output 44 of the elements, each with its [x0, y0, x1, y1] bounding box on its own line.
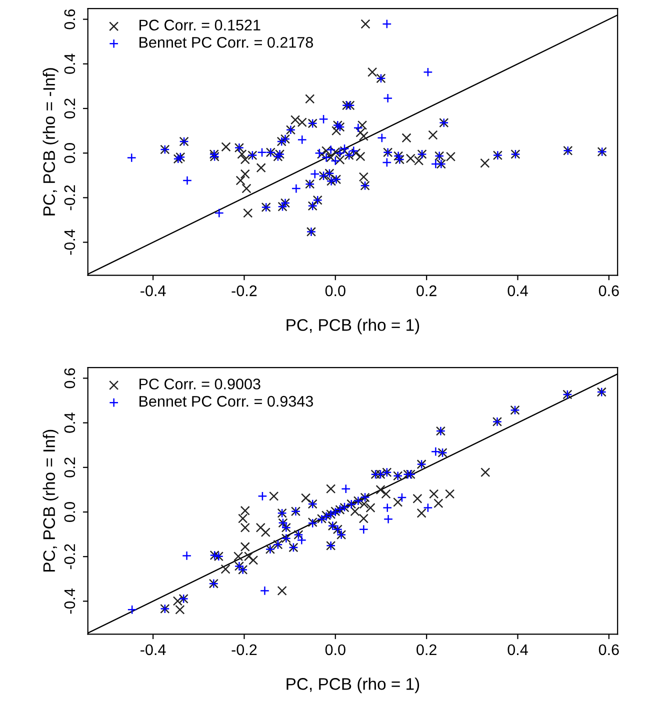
- y-tick-label: 0.2: [64, 458, 76, 478]
- y-tick-label: -0.4: [64, 588, 76, 614]
- x-tick-label: 0.0: [325, 644, 346, 656]
- y-tick-label: 0.6: [64, 9, 76, 30]
- x-tick-label: 0.4: [508, 644, 528, 656]
- legend-label: Bennet PC Corr. = 0.9343: [140, 396, 313, 407]
- x-tick-label: 0.2: [416, 285, 436, 296]
- point: [382, 502, 392, 513]
- y-tick-label: -0.2: [64, 544, 76, 570]
- x-tick-label: 0.6: [598, 644, 619, 656]
- point: [127, 604, 137, 614]
- legend-label: PC Corr. = 0.1521: [140, 20, 260, 30]
- point: [383, 514, 394, 524]
- y-tick-label: 0.6: [64, 368, 76, 388]
- point: [430, 446, 440, 456]
- y-tick-label: 0.2: [64, 98, 76, 118]
- y-tick-label: 0.0: [64, 502, 76, 522]
- point: [358, 524, 368, 534]
- x-tick-label: 0.2: [416, 644, 436, 656]
- point: [260, 586, 270, 596]
- x-tick-label: -0.2: [232, 285, 257, 296]
- y-tick-label: -0.4: [64, 230, 76, 255]
- x-axis-title: PC, PCB (rho = 1): [286, 678, 420, 694]
- point: [341, 484, 351, 494]
- x-tick-label: 0.6: [598, 285, 619, 296]
- y-tick-label: 0.0: [64, 143, 76, 164]
- point: [258, 491, 268, 501]
- x-tick-label: -0.4: [140, 285, 166, 296]
- x-tick-label: 0.4: [508, 285, 528, 296]
- y-tick-label: 0.4: [64, 54, 76, 74]
- y-tick-label: -0.2: [64, 185, 76, 210]
- x-axis-title: PC, PCB (rho = 1): [286, 318, 420, 334]
- point: [296, 535, 306, 545]
- point: [397, 492, 407, 502]
- point: [423, 502, 433, 513]
- y-tick-label: 0.4: [64, 412, 76, 433]
- y-axis-title: PC, PCB (rho = Inf): [42, 430, 58, 572]
- x-tick-label: -0.2: [232, 644, 257, 656]
- point: [182, 550, 192, 561]
- y-axis-title: PC, PCB (rho = -Inf): [42, 68, 58, 216]
- x-tick-label: 0.0: [325, 285, 346, 296]
- x-tick-label: -0.4: [140, 644, 166, 656]
- legend-label: Bennet PC Corr. = 0.2178: [140, 36, 313, 48]
- legend-label: PC Corr. = 0.9003: [140, 378, 260, 390]
